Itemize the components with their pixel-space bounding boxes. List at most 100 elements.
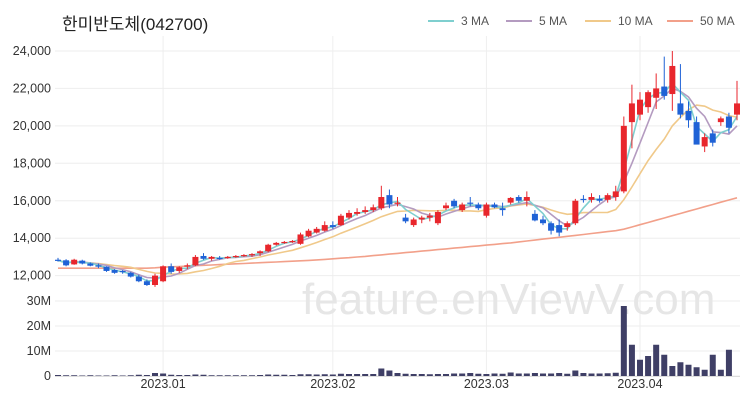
volume-bar: [572, 370, 579, 376]
legend-label: 5 MA: [539, 14, 568, 28]
volume-bar: [515, 373, 522, 376]
legend-10ma: 10 MA: [585, 14, 653, 28]
candle-down: [725, 112, 732, 134]
candle-body: [378, 197, 385, 209]
candle-up: [628, 84, 635, 149]
candle-down: [556, 219, 563, 237]
volume-bar: [265, 374, 272, 376]
candle-body: [265, 244, 272, 252]
candle-body: [321, 225, 328, 231]
candle-up: [346, 210, 352, 220]
candle-up: [572, 198, 579, 226]
candle-body: [451, 200, 458, 207]
volume-bar: [273, 374, 280, 376]
candle-up: [273, 241, 280, 246]
volume-bar: [628, 344, 635, 376]
candle-body: [483, 204, 490, 216]
volume-bar: [127, 375, 134, 376]
candle-down: [515, 195, 522, 203]
candle-body: [418, 217, 425, 220]
candle-up: [410, 217, 417, 227]
candle-body: [240, 255, 247, 257]
candle-down: [685, 101, 692, 128]
volume-bar: [208, 375, 215, 376]
candle-body: [281, 241, 288, 244]
volume-bar: [483, 374, 490, 376]
volume-bar: [232, 375, 239, 376]
candle-body: [531, 213, 538, 221]
candle-body: [55, 259, 61, 261]
volume-bar: [257, 375, 264, 376]
volume-bar: [443, 374, 449, 376]
candle-body: [426, 215, 433, 218]
volume-bar: [604, 373, 611, 376]
time-tick-label: 2023.04: [617, 377, 662, 391]
candle-up: [337, 213, 344, 227]
volume-bar: [378, 368, 385, 376]
volume-bar: [451, 373, 458, 376]
candle-body: [693, 122, 700, 145]
candle-up: [734, 80, 740, 121]
candle-up: [289, 240, 296, 243]
candle-body: [475, 204, 482, 209]
candle-up: [232, 255, 239, 258]
candle-down: [119, 270, 126, 274]
volume-bar: [346, 374, 352, 376]
candle-body: [87, 263, 94, 266]
candle-down: [386, 189, 393, 209]
candle-down: [402, 213, 409, 224]
volume-bar: [249, 375, 255, 376]
moving-average-lines: [57, 82, 738, 282]
candle-up: [653, 73, 660, 110]
volume-bar: [580, 373, 587, 376]
legend-swatch: [428, 20, 454, 22]
candle-body: [176, 267, 183, 271]
candle-up: [394, 197, 401, 207]
candle-body: [249, 254, 255, 256]
candle-body: [604, 195, 611, 200]
price-axis: 12,000 14,000 16,000 18,000 20,000 22,000 24,0…: [13, 44, 51, 283]
volume-tick-label: 30M: [27, 294, 51, 308]
candle-down: [475, 202, 482, 211]
price-tick-label: 14,000: [13, 231, 51, 245]
volume-bar: [103, 375, 110, 376]
volume-bar: [661, 354, 668, 376]
volume-bar: [386, 370, 393, 376]
candle-up: [249, 253, 255, 257]
legend-5ma: 5 MA: [506, 14, 567, 28]
candle-up: [297, 232, 304, 245]
volume-bar: [717, 369, 724, 376]
candle-down: [127, 271, 134, 278]
ma10-line: [57, 104, 738, 275]
volume-bar: [499, 373, 506, 376]
candle-body: [523, 197, 530, 201]
volume-bar: [152, 373, 158, 376]
candle-body: [725, 116, 732, 128]
candle-body: [79, 260, 86, 264]
candle-up: [224, 255, 231, 259]
candle-body: [305, 230, 312, 237]
volume-bar: [531, 373, 538, 376]
volume-tick-label: 10M: [27, 344, 51, 358]
price-tick-label: 20,000: [13, 119, 51, 133]
candle-body: [337, 215, 344, 226]
volume-bar: [95, 375, 102, 376]
candle-up: [176, 266, 183, 273]
candle-down: [103, 266, 110, 272]
candle-body: [459, 204, 466, 211]
candle-body: [168, 266, 175, 272]
candle-down: [111, 269, 118, 274]
volume-bar: [475, 373, 482, 376]
candle-body: [596, 198, 603, 201]
candle-body: [467, 202, 474, 204]
candle-body: [637, 99, 643, 115]
candle-up: [483, 202, 490, 218]
volume-bar: [491, 373, 498, 376]
candle-body: [556, 225, 563, 233]
volume-bar: [548, 373, 555, 376]
candle-up: [564, 221, 571, 231]
candle-body: [645, 92, 652, 108]
legend-50ma: 50 MA: [667, 14, 735, 28]
volume-bar: [240, 375, 247, 376]
